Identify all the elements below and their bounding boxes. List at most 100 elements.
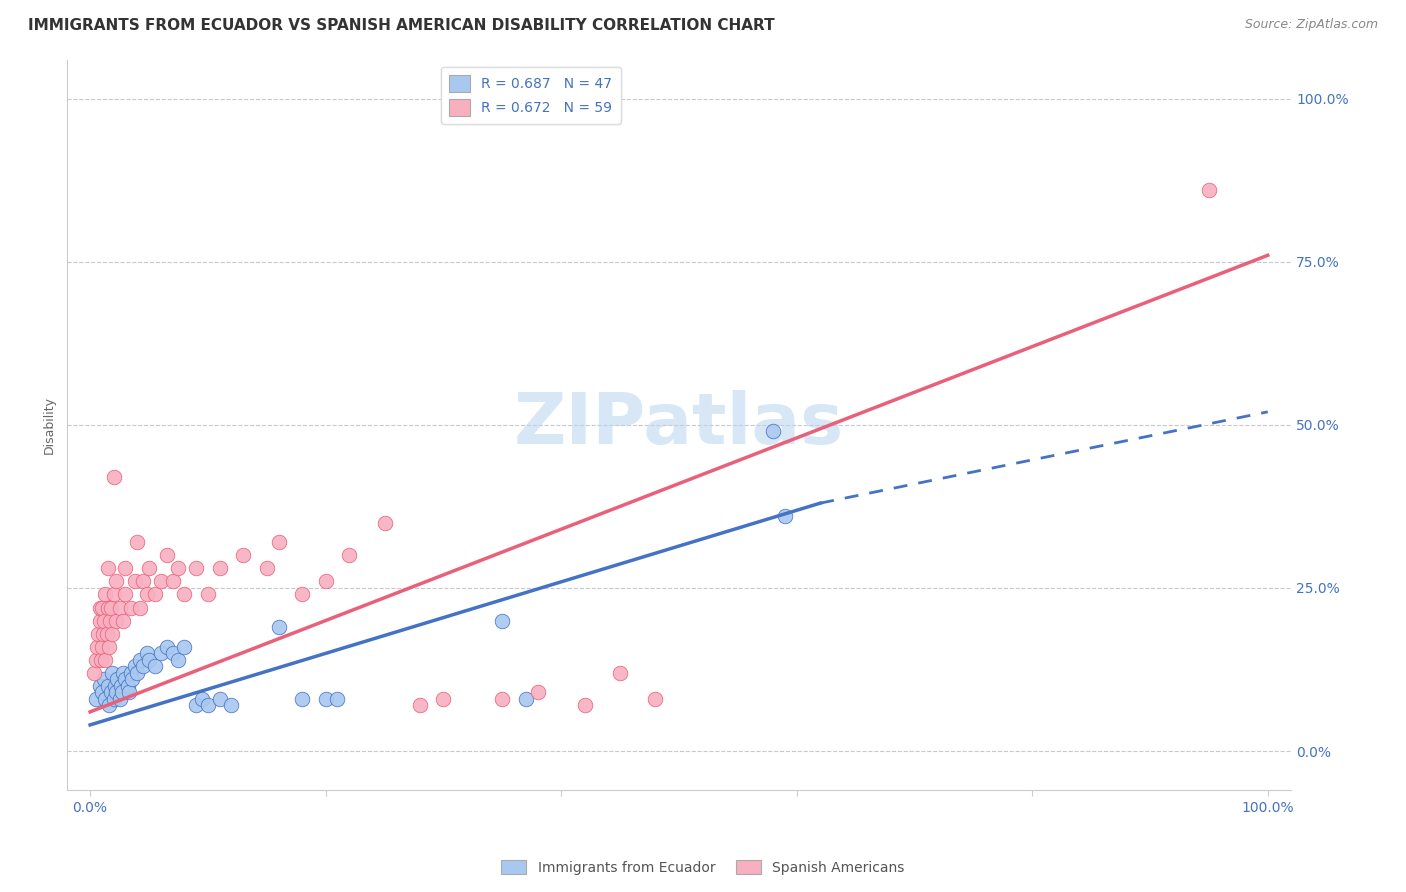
Point [105, 614, 128, 628]
Point [326, 691, 349, 706]
Point [197, 587, 219, 601]
Point [128, 600, 150, 615]
Point [232, 549, 254, 563]
Point [105, 672, 128, 686]
Point [128, 653, 150, 667]
Point [143, 659, 166, 673]
Point [112, 614, 135, 628]
Point [132, 659, 155, 673]
Point [93, 672, 115, 686]
Point [127, 665, 149, 680]
Point [101, 626, 124, 640]
Point [138, 653, 160, 667]
Point [97, 600, 120, 615]
Point [83, 665, 105, 680]
Point [108, 691, 131, 706]
Point [110, 679, 132, 693]
Text: ZIPatlas: ZIPatlas [513, 391, 844, 459]
Point [124, 574, 146, 589]
Point [84, 653, 107, 667]
Point [135, 646, 157, 660]
Point [208, 691, 231, 706]
Point [111, 685, 134, 699]
Point [162, 646, 184, 660]
Point [267, 535, 290, 549]
Point [91, 626, 114, 640]
Point [173, 640, 195, 654]
Point [491, 691, 513, 706]
Point [173, 587, 195, 601]
Point [97, 679, 120, 693]
Point [773, 509, 796, 524]
Point [97, 640, 120, 654]
Point [1198, 183, 1220, 197]
Point [104, 679, 127, 693]
Point [84, 691, 107, 706]
Point [127, 535, 149, 549]
Point [149, 574, 172, 589]
Text: IMMIGRANTS FROM ECUADOR VS SPANISH AMERICAN DISABILITY CORRELATION CHART: IMMIGRANTS FROM ECUADOR VS SPANISH AMERI… [28, 18, 775, 33]
Point [315, 574, 337, 589]
Point [409, 698, 432, 713]
Point [167, 561, 190, 575]
Point [93, 614, 115, 628]
Point [103, 587, 125, 601]
Point [90, 600, 112, 615]
Point [117, 679, 139, 693]
Point [114, 561, 136, 575]
Point [156, 549, 179, 563]
Point [86, 640, 108, 654]
Point [197, 698, 219, 713]
Point [96, 626, 118, 640]
Point [103, 470, 125, 484]
Point [97, 561, 120, 575]
Point [103, 691, 125, 706]
Point [256, 561, 278, 575]
Legend: Immigrants from Ecuador, Spanish Americans: Immigrants from Ecuador, Spanish America… [496, 855, 910, 880]
Point [526, 685, 548, 699]
Point [90, 685, 112, 699]
Point [121, 672, 143, 686]
Point [100, 685, 122, 699]
Point [138, 561, 160, 575]
Point [184, 698, 207, 713]
Point [221, 698, 243, 713]
Point [644, 691, 666, 706]
Point [135, 587, 157, 601]
Point [124, 659, 146, 673]
Point [105, 574, 128, 589]
Point [315, 691, 337, 706]
Point [267, 620, 290, 634]
Point [184, 561, 207, 575]
Point [114, 672, 136, 686]
Point [291, 587, 314, 601]
Point [100, 600, 122, 615]
Point [105, 685, 128, 699]
Point [87, 626, 110, 640]
Point [114, 587, 136, 601]
Point [337, 549, 360, 563]
Point [373, 516, 395, 530]
Point [574, 698, 596, 713]
Point [191, 691, 214, 706]
Point [762, 425, 785, 439]
Point [94, 587, 117, 601]
Point [118, 685, 141, 699]
Point [94, 653, 117, 667]
Point [609, 665, 631, 680]
Point [98, 614, 121, 628]
Point [132, 574, 155, 589]
Point [208, 561, 231, 575]
Point [515, 691, 537, 706]
Point [90, 640, 112, 654]
Point [89, 679, 111, 693]
Point [101, 665, 124, 680]
Point [120, 665, 142, 680]
Point [112, 665, 135, 680]
Point [167, 653, 190, 667]
Point [143, 587, 166, 601]
Point [120, 600, 142, 615]
Text: Source: ZipAtlas.com: Source: ZipAtlas.com [1244, 18, 1378, 31]
Y-axis label: Disability: Disability [44, 396, 56, 454]
Point [97, 698, 120, 713]
